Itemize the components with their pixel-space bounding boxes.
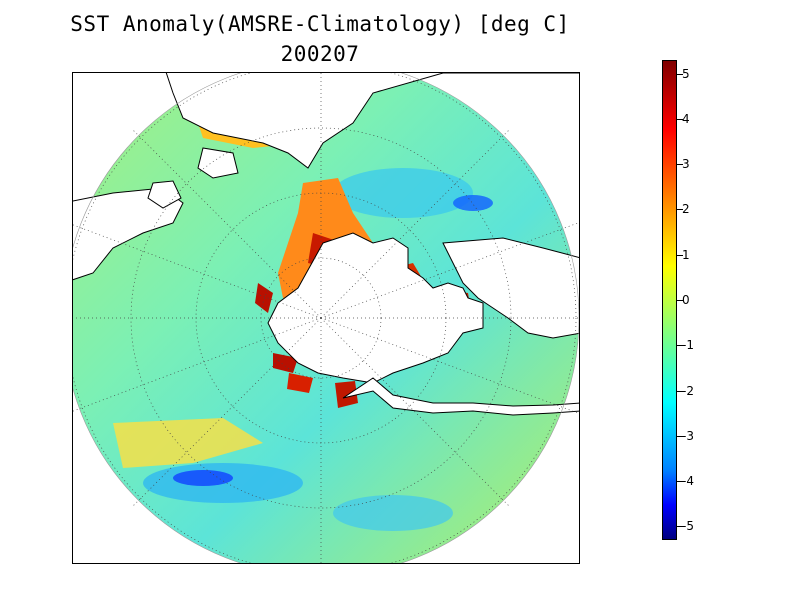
colorbar-tick-label: 4: [682, 112, 690, 126]
colorbar-tick: [677, 164, 683, 165]
colorbar-tick: [677, 74, 683, 75]
cold-anomaly-patch: [333, 168, 473, 218]
warm-anomaly-patch: [273, 353, 298, 373]
colorbar-tick-label: 5: [682, 67, 690, 81]
siberia-coast: [342, 377, 579, 416]
warm-anomaly-patch: [335, 381, 358, 408]
cold-anomaly-patch: [173, 470, 233, 486]
cold-anomaly-patch: [333, 495, 453, 531]
warm-anomaly-patch: [255, 283, 273, 313]
alaska-land: [73, 187, 184, 281]
north-america-land: [165, 73, 579, 169]
colorbar-tick: [677, 391, 683, 392]
colorbar-tick: [677, 526, 683, 527]
warm-anomaly-patch: [287, 373, 313, 393]
colorbar-tick: [677, 481, 683, 482]
colorbar-tick-label: 1: [682, 248, 690, 262]
warm-anomaly-patch: [113, 418, 263, 468]
colorbar-tick-label: 3: [682, 157, 690, 171]
colorbar-tick-label: 2: [682, 202, 690, 216]
map-panel: [72, 72, 580, 564]
polar-map: [73, 73, 579, 563]
colorbar-tick: [677, 119, 683, 120]
colorbar-tick: [677, 209, 683, 210]
colorbar-tick: [677, 255, 683, 256]
colorbar-tick-label: -2: [682, 384, 694, 398]
colorbar-tick-label: -1: [682, 338, 694, 352]
graticule: [73, 73, 579, 563]
map-title: SST Anomaly(AMSRE-Climatology) [deg C]: [70, 12, 570, 36]
island: [197, 147, 239, 179]
colorbar-tick-label: -4: [682, 474, 694, 488]
island: [147, 180, 182, 209]
land-masses: [73, 73, 579, 416]
cold-anomaly-patch: [453, 195, 493, 211]
colorbar-tick-label: -3: [682, 429, 694, 443]
colorbar-tick: [677, 345, 683, 346]
map-date: 200207: [280, 42, 360, 66]
colorbar: [662, 60, 677, 540]
arctic-land: [267, 232, 484, 384]
europe-land: [442, 237, 579, 339]
colorbar-tick-label: -5: [682, 519, 694, 533]
colorbar-tick: [677, 300, 683, 301]
colorbar-tick-label: 0: [682, 293, 690, 307]
colorbar-tick: [677, 436, 683, 437]
